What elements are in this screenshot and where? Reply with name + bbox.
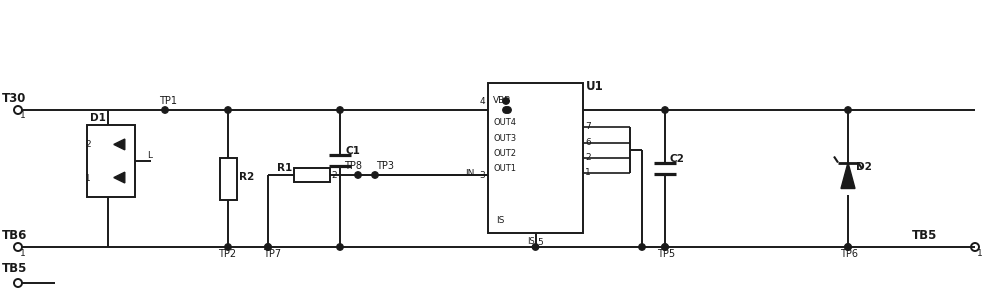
Text: C2: C2 [670,153,685,163]
Text: TP2: TP2 [218,249,236,259]
Text: TP8: TP8 [344,161,362,171]
Text: TP7: TP7 [263,249,281,259]
Circle shape [845,107,851,113]
Text: 2: 2 [585,153,591,162]
Text: L: L [147,151,152,160]
Text: 2: 2 [331,171,337,180]
Bar [294,168,330,182]
Text: C1: C1 [345,145,360,156]
Bar [488,83,583,233]
Text: 5: 5 [538,238,543,247]
Text: OUT1: OUT1 [493,164,516,173]
Text: TP5: TP5 [657,249,675,259]
Text: U1: U1 [586,80,604,93]
Circle shape [503,107,509,113]
Text: 3: 3 [479,171,485,180]
Text: TB5: TB5 [912,229,937,242]
Polygon shape [841,163,855,188]
Circle shape [162,107,168,113]
Circle shape [662,107,668,113]
Text: 7: 7 [585,122,591,131]
Circle shape [845,244,851,250]
Text: OUT3: OUT3 [493,134,516,143]
Bar [87,125,135,197]
Text: OUT2: OUT2 [493,149,516,158]
Text: R2: R2 [239,173,254,182]
Circle shape [662,244,668,250]
Text: 1: 1 [585,168,591,177]
Circle shape [532,244,539,250]
Circle shape [662,244,668,250]
Circle shape [265,244,271,250]
Text: IS: IS [528,237,535,246]
Text: D2: D2 [856,163,872,173]
Circle shape [503,98,509,104]
Text: R1: R1 [277,163,292,173]
Circle shape [225,244,231,250]
Circle shape [845,244,851,250]
Text: TP1: TP1 [159,96,177,106]
Text: 2: 2 [85,140,91,149]
Circle shape [337,244,343,250]
Text: 6: 6 [585,138,591,147]
Text: TP6: TP6 [840,249,858,259]
Circle shape [355,172,361,178]
Text: TB6: TB6 [2,229,27,242]
Circle shape [225,107,231,113]
Circle shape [337,107,343,113]
Text: D1: D1 [90,113,106,123]
Bar [220,157,237,199]
Text: OUT4: OUT4 [493,118,516,127]
Circle shape [372,172,378,178]
Text: TP3: TP3 [376,161,394,171]
Circle shape [265,244,271,250]
Circle shape [639,244,645,250]
Text: TB5: TB5 [2,262,27,275]
Text: VBB: VBB [493,96,511,105]
Text: TP4: TP4 [502,96,520,106]
Text: IN: IN [465,169,474,178]
Polygon shape [114,139,125,150]
Text: 1: 1 [20,111,26,120]
Circle shape [505,107,511,113]
Polygon shape [114,172,125,183]
Text: IS: IS [496,216,504,225]
Text: 4: 4 [479,97,485,106]
Text: 1: 1 [85,174,91,183]
Text: 1: 1 [977,249,983,258]
Text: T30: T30 [2,92,26,105]
Text: 1: 1 [20,249,26,258]
